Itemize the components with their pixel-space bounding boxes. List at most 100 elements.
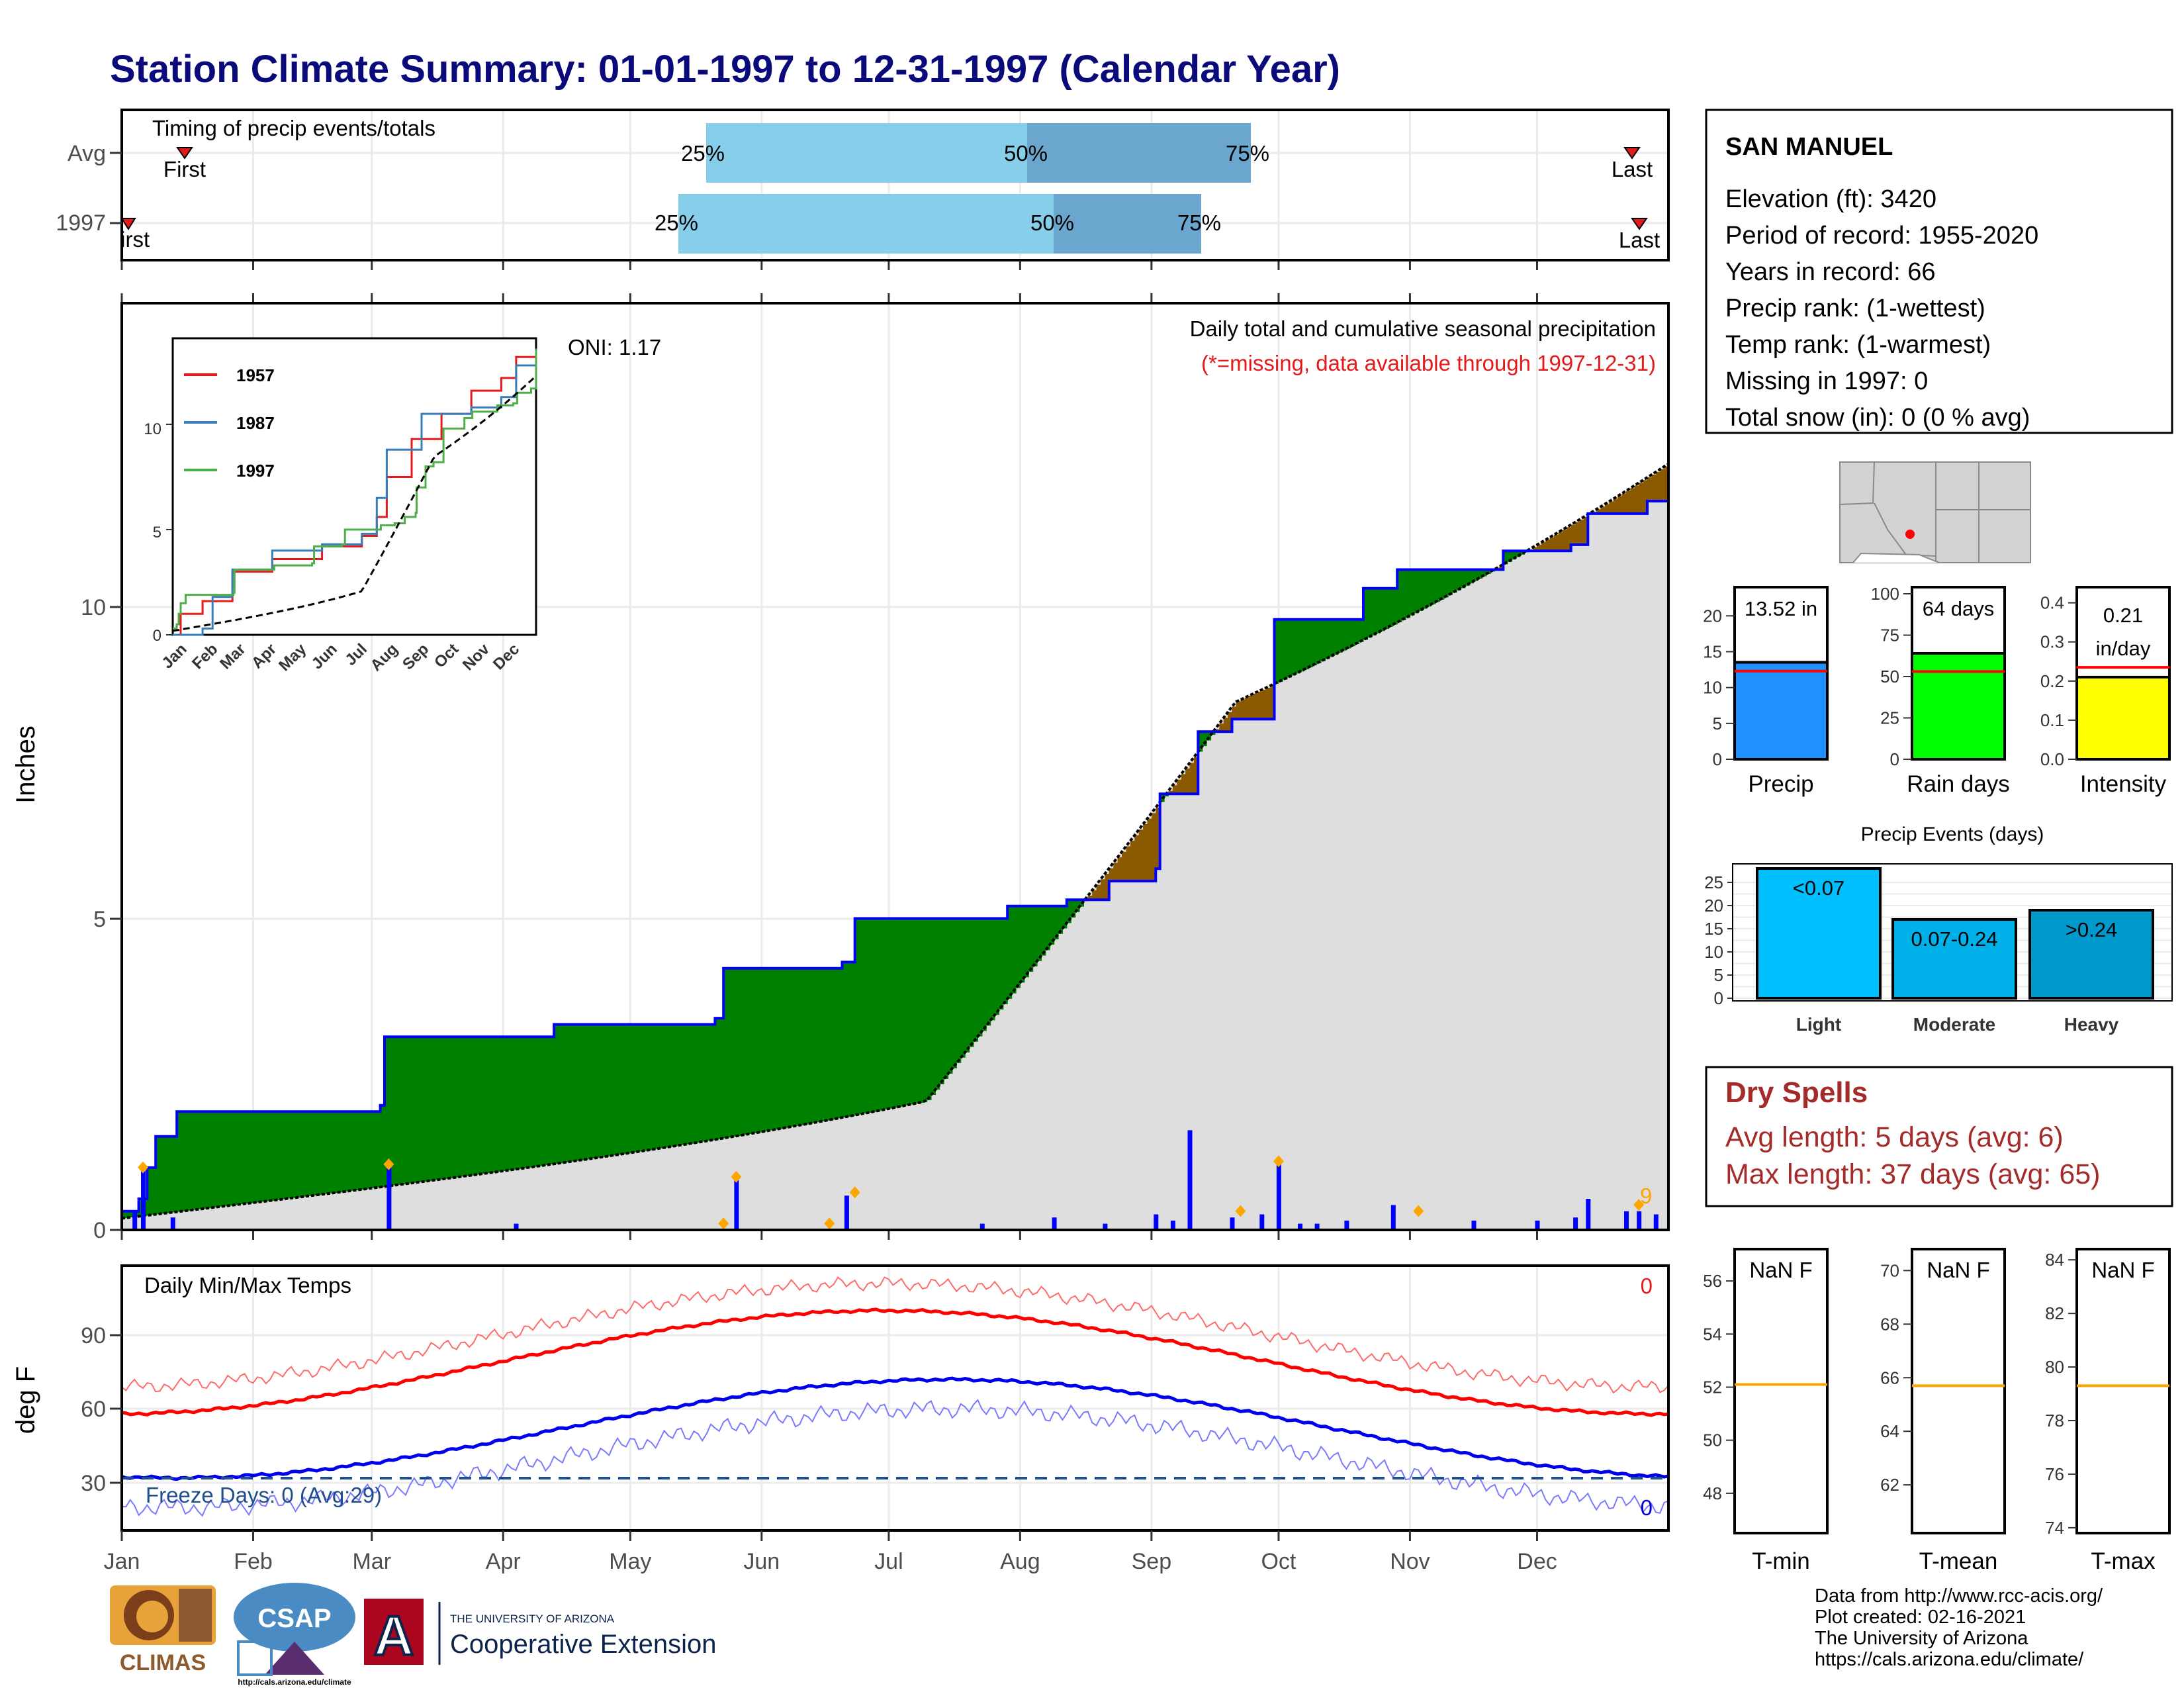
timing-avg-bar-high <box>1027 123 1251 183</box>
month-label-dec: Dec <box>1517 1549 1557 1574</box>
precip-daily-spikes <box>132 1130 1659 1230</box>
timing-avg-last: Last <box>1612 157 1653 181</box>
month-axis: Jan Feb Mar Apr May Jun Jul Aug Sep Oct Nov Dec <box>104 1530 1557 1574</box>
dry-spells-avg: Avg length: 5 days (avg: 6) <box>1725 1121 2064 1153</box>
daily-precip-bar <box>844 1196 849 1230</box>
station-name: SAN MANUEL <box>1725 133 1893 161</box>
month-label-nov: Nov <box>1390 1549 1430 1574</box>
avg-min-line <box>121 1376 1669 1481</box>
average-cumulative-line <box>121 462 1670 1220</box>
events-bar-category: Moderate <box>1913 1014 1995 1035</box>
summary-bar-value-unit: in/day <box>2096 637 2151 660</box>
temp-bar-label: T-max <box>2091 1548 2156 1574</box>
inset-legend-1997: 1997 <box>236 461 275 481</box>
climas-logo-text: CLIMAS <box>120 1650 206 1675</box>
temp-bar-ytick: 64 <box>1880 1421 1899 1441</box>
events-ytick: 10 <box>1704 942 1723 962</box>
ua-cooperative-extension-logo: A THE UNIVERSITY OF ARIZONA Cooperative … <box>364 1599 716 1668</box>
summary-bar-value: 13.52 in <box>1745 597 1817 620</box>
record-marker-icon <box>1235 1205 1246 1217</box>
summary-bar-ytick: 75 <box>1880 626 1899 645</box>
csap-logo-text: CSAP <box>257 1604 331 1633</box>
record-marker-icon <box>718 1217 729 1230</box>
dry-spells-max: Max length: 37 days (avg: 65) <box>1725 1158 2100 1190</box>
month-label-jul: Jul <box>874 1549 903 1574</box>
record-marker-icon <box>1633 1199 1645 1211</box>
daily-precip-bar <box>1170 1220 1175 1230</box>
temp-bar-value: NaN F <box>1749 1258 1812 1282</box>
events-bar-light <box>1756 867 1882 1000</box>
precip-missing-note: (*=missing, data available through 1997-… <box>1201 351 1656 375</box>
temp-bar-ytick: 76 <box>2045 1464 2064 1484</box>
events-bar-range: 0.07-0.24 <box>1911 927 1998 951</box>
inset-legend: 1957 1987 1997 <box>184 365 275 481</box>
temp-bar-ytick: 66 <box>1880 1368 1899 1387</box>
summary-bar-ytick: 20 <box>1703 606 1722 626</box>
precip-inset: 1957 1987 1997 0 5 10 JanFebMarAprMayJun… <box>144 337 537 675</box>
precip-ytick-0: 0 <box>93 1218 106 1243</box>
record-marker-icon <box>1413 1205 1424 1217</box>
record-marker-icon <box>824 1217 835 1230</box>
temp-bar-t-max: NaN F 74 76 78 80 82 84 T-max <box>2045 1248 2171 1574</box>
daily-precip-bar <box>514 1223 519 1230</box>
summary-bar-ytick: 0.1 <box>2040 710 2064 730</box>
precip-events-chart: Precip Events (days) 0 5 10 15 20 25 <0.07 Ligh… <box>1704 823 2173 1035</box>
climas-logo: CLIMAS <box>110 1585 216 1675</box>
daily-precip-bar <box>1535 1220 1540 1230</box>
month-label-may: May <box>609 1549 651 1574</box>
inset-line-1997 <box>173 350 537 630</box>
station-info-box: SAN MANUEL Elevation (ft): 3420 Period o… <box>1705 109 2173 434</box>
first-marker-1997-icon <box>120 218 136 230</box>
daily-precip-bar <box>734 1180 739 1230</box>
month-label-oct: Oct <box>1261 1549 1296 1574</box>
timing-1997-last: Last <box>1619 228 1660 252</box>
daily-precip-bar <box>1230 1217 1235 1230</box>
summary-bar-label: Intensity <box>2080 771 2167 797</box>
month-label-mar: Mar <box>352 1549 391 1574</box>
csap-url: http://cals.arizona.edu/climate <box>238 1677 351 1687</box>
temp-bar-ytick: 68 <box>1880 1314 1899 1334</box>
summary-bar-intensity: 0.21 in/day 0.0 0.1 0.2 0.3 0.4 Intensity <box>2040 586 2171 797</box>
temp-bar-ytick: 56 <box>1703 1271 1722 1291</box>
month-label-sep: Sep <box>1132 1549 1172 1574</box>
timing-avg-q50: 50% <box>1004 141 1048 165</box>
events-ytick: 15 <box>1704 919 1723 939</box>
station-line-1: Period of record: 1955-2020 <box>1725 222 2038 250</box>
summary-bar-ytick: 0.4 <box>2040 593 2064 613</box>
temp-bar-ytick: 62 <box>1880 1475 1899 1495</box>
daily-precip-bar <box>1653 1214 1659 1230</box>
summary-bar-fill <box>1911 652 2006 761</box>
footer-credits: Data from http://www.rcc-acis.org/ Plot … <box>1815 1585 2103 1670</box>
inset-average-line <box>172 377 535 632</box>
temp-bar-t-mean: NaN F 62 64 66 68 70 T-mean <box>1880 1248 2006 1574</box>
inset-ytick-10: 10 <box>144 420 161 438</box>
inset-line-1987 <box>173 348 537 636</box>
summary-bar-ytick: 5 <box>1713 714 1722 733</box>
temp-ytick-30: 30 <box>81 1471 106 1496</box>
daily-precip-bar <box>1187 1130 1193 1230</box>
timing-1997-bar-high <box>1054 194 1201 254</box>
events-ytick: 20 <box>1704 896 1723 915</box>
daily-precip-bar <box>1276 1164 1281 1230</box>
cumulative-1997-line <box>122 387 1670 1213</box>
station-line-5: Missing in 1997: 0 <box>1725 367 1928 395</box>
csap-logo: CSAP http://cals.arizona.edu/climate <box>234 1583 355 1687</box>
avg-max-line <box>121 1307 1669 1417</box>
temp-max-count: 0 <box>1641 1274 1653 1298</box>
daily-precip-bar <box>1637 1211 1642 1230</box>
events-title: Precip Events (days) <box>1861 823 2044 845</box>
events-ytick: 0 <box>1714 988 1723 1008</box>
precip-area <box>121 387 1670 1230</box>
timing-1997-bar-low <box>678 194 1054 254</box>
record-max-line <box>121 1276 1669 1394</box>
timing-row-1997: 1997 <box>56 211 106 236</box>
summary-bar-ytick: 0.0 <box>2040 749 2064 769</box>
events-bar-range: <0.07 <box>1793 876 1844 900</box>
temp-lines <box>121 1276 1669 1517</box>
precip-ytick-5: 5 <box>93 907 106 932</box>
summary-bar-ytick: 50 <box>1880 667 1899 686</box>
dry-spells-box: Dry Spells Avg length: 5 days (avg: 6) M… <box>1705 1066 2173 1207</box>
summary-bar-ytick: 0.3 <box>2040 632 2064 652</box>
events-bar-heavy <box>2028 909 2154 1000</box>
